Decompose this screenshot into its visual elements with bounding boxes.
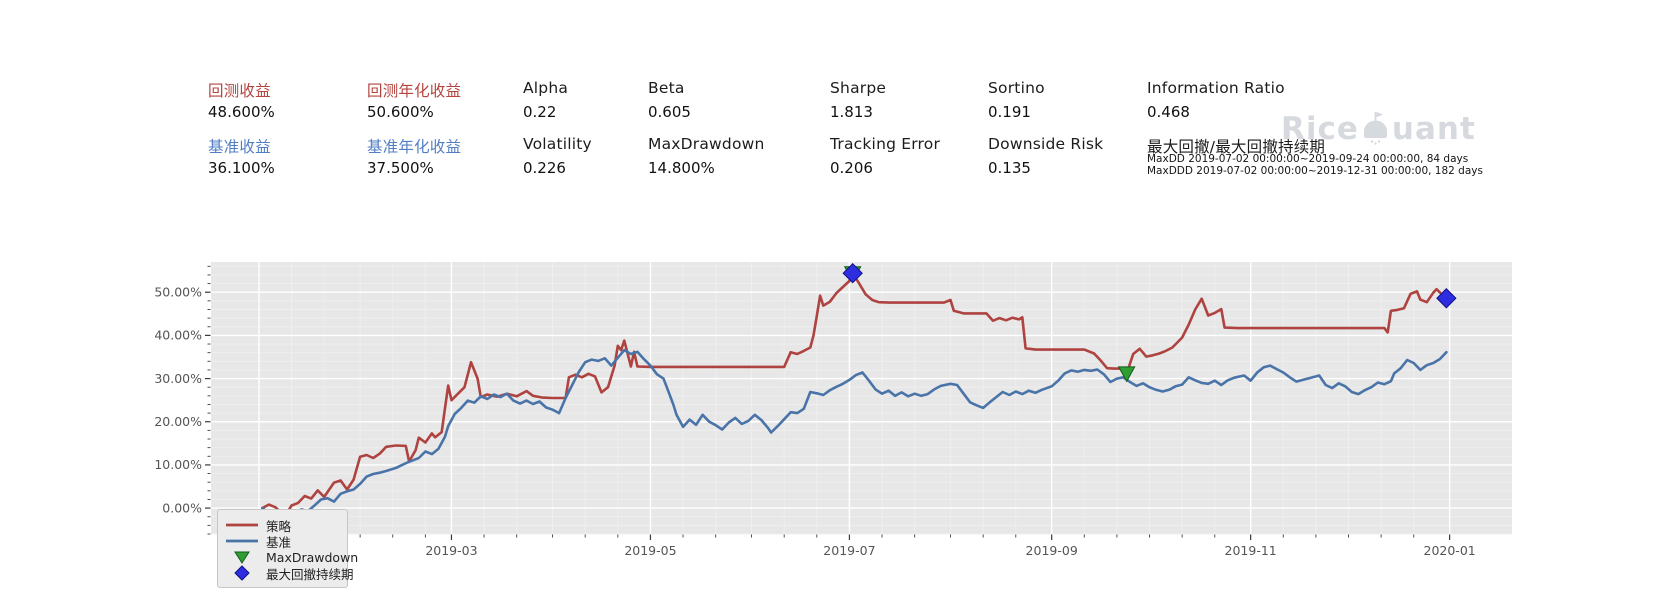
stat-label: Alpha	[523, 79, 569, 97]
stat-label: 回测收益	[208, 82, 271, 100]
stat-label: MaxDrawdown	[648, 135, 765, 153]
stat-label: Information Ratio	[1147, 79, 1285, 97]
stat-label: 最大回撤/最大回撤持续期	[1147, 138, 1326, 156]
maxdd-period-line: MaxDD 2019-07-02 00:00:00~2019-09-24 00:…	[1147, 153, 1469, 165]
plot-background	[211, 262, 1512, 534]
stat-label: Downside Risk	[988, 135, 1104, 153]
stat-label: Beta	[648, 79, 685, 97]
ricequant-bowl-icon	[1363, 112, 1387, 145]
y-axis-label: 0.00%	[162, 500, 202, 515]
legend-item: 最大回撤持续期	[224, 565, 354, 582]
x-axis-label: 2019-07	[823, 543, 875, 558]
legend-item: 基准	[224, 533, 341, 550]
stat-value: 0.605	[648, 103, 691, 121]
legend-line-icon	[224, 538, 260, 544]
chart-legend: 策略 基准 MaxDrawdown 最大回撤持续期	[217, 509, 358, 588]
stat-label: 基准收益	[208, 138, 271, 156]
stat-label: 回测年化收益	[367, 82, 462, 100]
max-drawdown-marker	[1117, 366, 1136, 383]
triangle-down-icon	[224, 550, 260, 564]
y-axis-label: 50.00%	[154, 285, 202, 300]
stat-label: Sharpe	[830, 79, 887, 97]
x-axis-label: 2019-09	[1026, 543, 1078, 558]
stat-value: 48.600%	[208, 103, 275, 121]
stat-value: 0.468	[1147, 103, 1190, 121]
series-benchmark-line	[260, 348, 1448, 520]
y-axis-label: 10.00%	[154, 457, 202, 472]
stat-label: Volatility	[523, 135, 592, 153]
y-axis-label: 20.00%	[154, 414, 202, 429]
stat-label: Sortino	[988, 79, 1045, 97]
diamond-icon	[224, 565, 260, 581]
stat-label: 基准年化收益	[367, 138, 462, 156]
y-axis-label: 40.00%	[154, 328, 202, 343]
stat-value: 37.500%	[367, 159, 434, 177]
stat-value: 0.135	[988, 159, 1031, 177]
ricequant-watermark: Rice uant	[1281, 110, 1476, 147]
x-axis-label: 2020-01	[1424, 543, 1476, 558]
legend-item: 策略	[224, 517, 341, 534]
legend-label: 基准	[266, 534, 292, 550]
watermark-text: uant	[1391, 111, 1476, 147]
legend-label: MaxDrawdown	[266, 549, 359, 565]
legend-line-icon	[224, 522, 260, 528]
series-strategy-line	[260, 271, 1448, 518]
stat-value: 50.600%	[367, 103, 434, 121]
stat-value: 0.226	[523, 159, 566, 177]
stat-value: 0.22	[523, 103, 557, 121]
x-axis-label: 2019-11	[1225, 543, 1277, 558]
watermark-text: Rice	[1281, 111, 1359, 147]
legend-item: MaxDrawdown	[224, 549, 358, 565]
legend-label: 最大回撤持续期	[266, 566, 354, 582]
stat-value: 36.100%	[208, 159, 275, 177]
returns-chart: 0.00% 10.00% 20.00% 30.00% 40.00% 50.00% 2019-…	[0, 240, 1680, 590]
max-drawdown-duration-marker	[1436, 288, 1457, 309]
stat-label: Tracking Error	[830, 135, 941, 153]
x-axis-label: 2019-03	[425, 543, 477, 558]
maxdd-period-line: MaxDDD 2019-07-02 00:00:00~2019-12-31 00…	[1147, 165, 1483, 177]
stat-value: 0.206	[830, 159, 873, 177]
stat-value: 0.191	[988, 103, 1031, 121]
y-axis-label: 30.00%	[154, 371, 202, 386]
stat-value: 1.813	[830, 103, 873, 121]
returns-chart-canvas: 0.00% 10.00% 20.00% 30.00% 40.00% 50.00% 2019-…	[154, 262, 1512, 558]
max-drawdown-duration-marker	[842, 263, 863, 284]
x-axis-label: 2019-05	[624, 543, 676, 558]
legend-label: 策略	[266, 518, 292, 534]
stat-value: 14.800%	[648, 159, 715, 177]
stats-header: 回测收益 48.600% 基准收益 36.100% 回测年化收益 50.600% 基准年化收…	[0, 79, 1680, 199]
